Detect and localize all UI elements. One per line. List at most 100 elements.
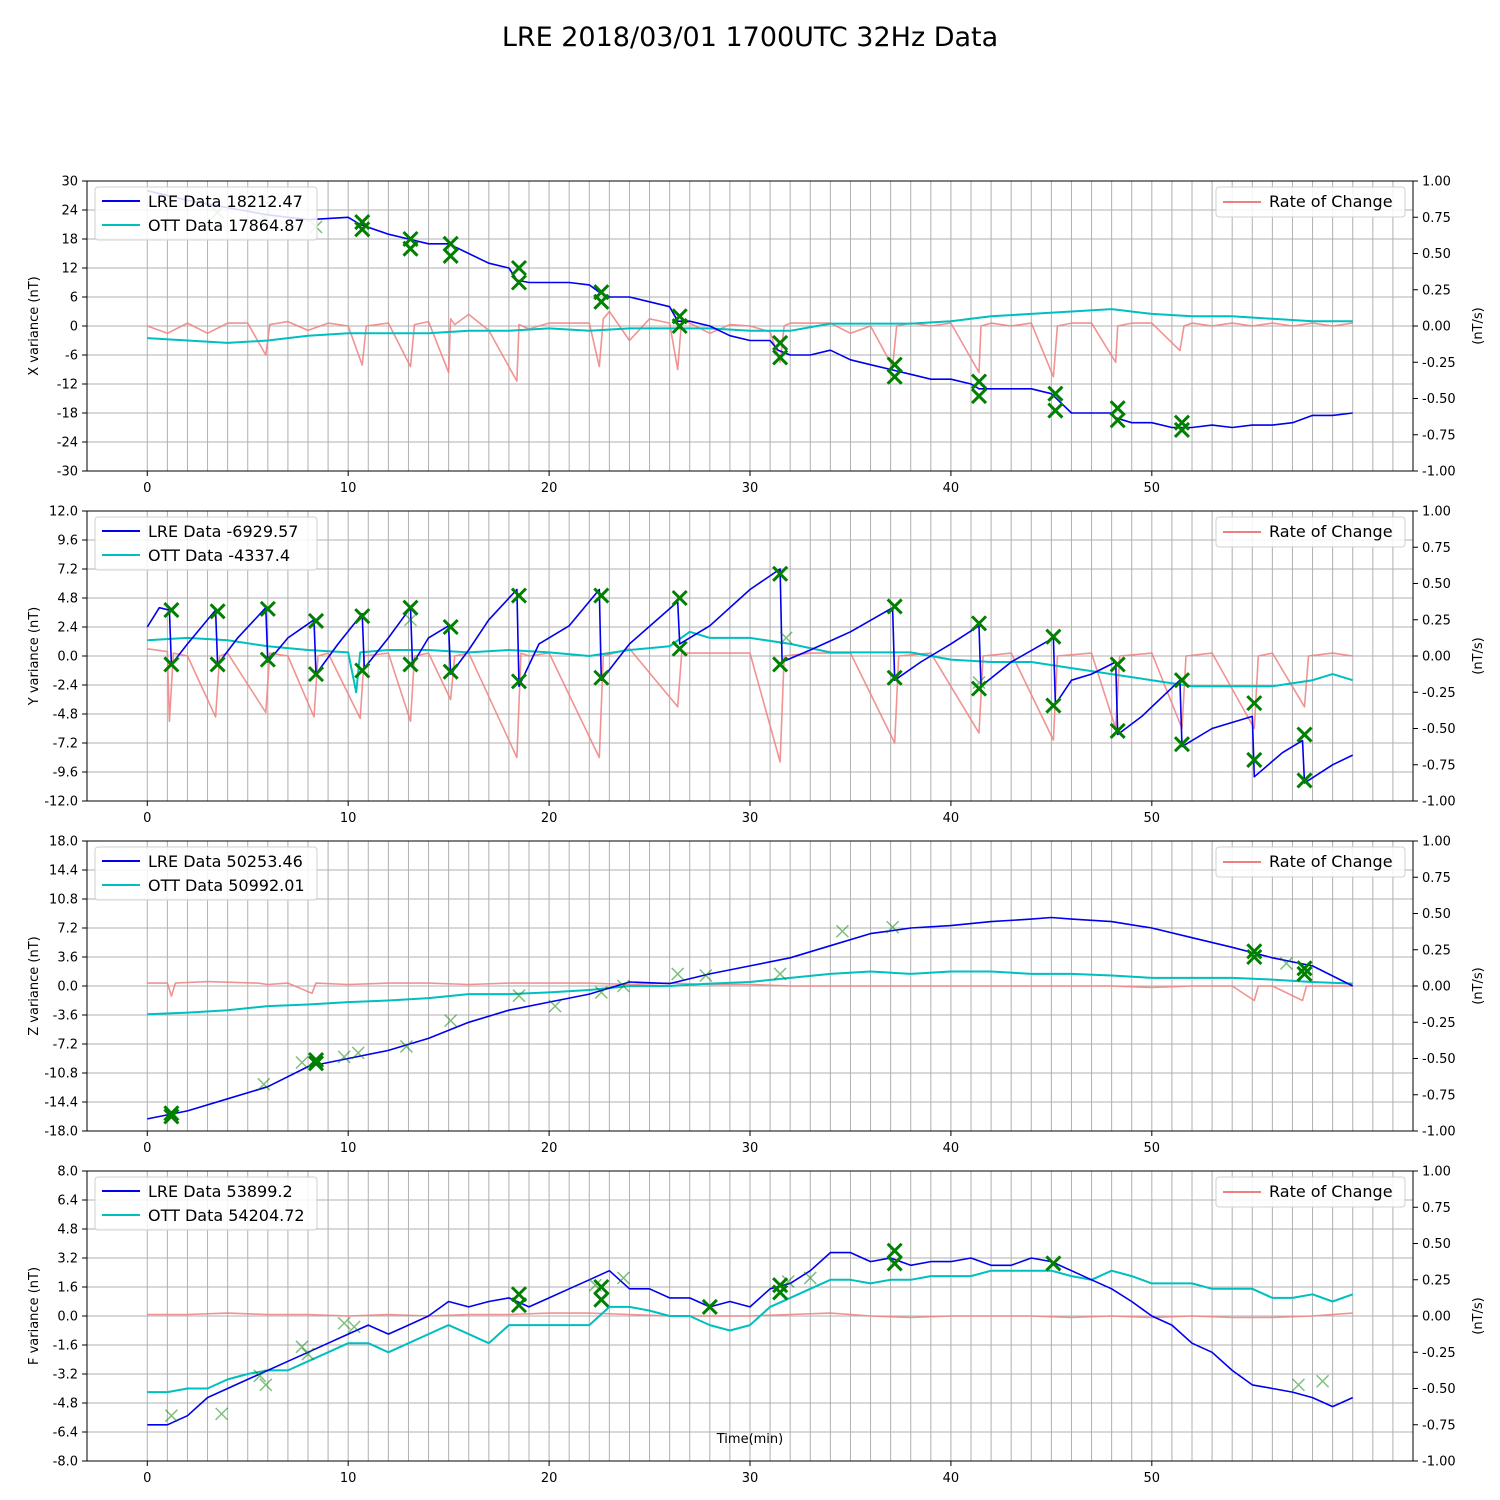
faint-event-marker xyxy=(295,1340,309,1354)
x-tick-label: 10 xyxy=(340,481,357,496)
marker-stroke xyxy=(1047,385,1064,402)
y2-tick-label: -0.75 xyxy=(1422,758,1456,773)
y-tick-label: -24 xyxy=(57,436,78,451)
event-marker xyxy=(442,247,459,264)
event-marker xyxy=(970,388,988,405)
faint-event-marker xyxy=(512,989,526,1003)
y2-tick-label: 0.00 xyxy=(1422,1310,1451,1325)
y-axis-label: Z variance (nT) xyxy=(27,936,42,1035)
faint-event-marker xyxy=(444,1014,458,1028)
event-marker xyxy=(442,235,459,252)
x-tick-label: 20 xyxy=(541,1471,558,1486)
marker-stroke xyxy=(593,587,610,604)
y2-axis-label: (nT/s) xyxy=(1471,307,1486,344)
marker-stroke xyxy=(671,967,685,981)
marker-stroke xyxy=(970,388,988,405)
faint-event-marker xyxy=(781,1275,795,1289)
x-tick-label: 50 xyxy=(1144,1471,1161,1486)
event-marker xyxy=(442,663,459,680)
x-axis-label: Time(min) xyxy=(716,1432,784,1447)
event-marker xyxy=(307,1052,325,1069)
marker-stroke xyxy=(970,680,988,697)
legend-right: Rate of Change xyxy=(1215,516,1406,548)
event-marker xyxy=(886,598,903,615)
y-tick-label: -6.4 xyxy=(53,1426,78,1441)
marker-stroke xyxy=(886,1255,903,1272)
marker-stroke xyxy=(1173,736,1191,753)
event-marker xyxy=(970,615,988,632)
marker-stroke xyxy=(163,656,180,673)
marker-stroke xyxy=(442,663,459,680)
faint-event-marker xyxy=(616,979,630,993)
marker-stroke xyxy=(1296,965,1313,982)
marker-stroke xyxy=(295,1055,309,1070)
y-tick-label: -4.8 xyxy=(53,708,78,723)
legend-rate-label: Rate of Change xyxy=(1269,852,1393,871)
marker-stroke xyxy=(442,618,459,636)
marker-stroke xyxy=(347,1320,361,1334)
faint-event-marker xyxy=(671,967,685,981)
y2-tick-label: -0.75 xyxy=(1422,428,1456,443)
panel-4: 8.0 6.4 4.8 3.2 1.6 0.0 -1.6 -3.2 -4.8 -6.4 -8.0 1.… xyxy=(27,1165,1486,1487)
legend-left: LRE Data -6929.57 OTT Data -4337.4 xyxy=(94,516,318,571)
y-tick-label: -3.2 xyxy=(53,1368,78,1383)
marker-stroke xyxy=(1246,695,1263,712)
lre-data-line xyxy=(147,1251,1354,1426)
y2-tick-label: 0.75 xyxy=(1422,871,1451,886)
y-tick-label: 7.2 xyxy=(57,922,78,937)
event-marker xyxy=(1109,656,1126,673)
marker-stroke xyxy=(163,1108,180,1125)
y-tick-label: 4.8 xyxy=(57,592,78,607)
marker-stroke xyxy=(1316,1374,1330,1388)
y-tick-label: 0.0 xyxy=(57,650,78,665)
y2-tick-label: -0.50 xyxy=(1422,722,1456,737)
event-marker xyxy=(442,618,459,636)
marker-stroke xyxy=(259,651,276,668)
faint-event-marker xyxy=(347,1320,361,1334)
marker-stroke xyxy=(593,293,610,310)
y-tick-label: -18 xyxy=(57,407,78,422)
x-tick-label: 30 xyxy=(742,811,759,826)
faint-event-marker xyxy=(835,924,849,938)
event-marker xyxy=(886,1242,903,1259)
event-marker xyxy=(307,1055,325,1072)
marker-stroke xyxy=(215,1407,229,1421)
x-tick-label: 0 xyxy=(143,1141,151,1156)
event-marker xyxy=(701,1298,718,1315)
legend-box xyxy=(94,846,318,901)
event-marker xyxy=(510,1297,528,1314)
y2-tick-label: -0.25 xyxy=(1422,1346,1456,1361)
event-marker xyxy=(1173,736,1191,753)
legend-box xyxy=(1215,1176,1406,1208)
ott-data-line xyxy=(147,630,1353,694)
panel-3: 18.0 14.4 10.8 7.2 3.6 0.0 -3.6 -7.2 -10.8 -14.4 -… xyxy=(27,835,1486,1157)
panel-2: 12.0 9.6 7.2 4.8 2.4 0.0 -2.4 -4.8 -7.2 -9.6 -12.0… xyxy=(27,505,1486,827)
marker-stroke xyxy=(781,1275,795,1289)
legend-rate-label: Rate of Change xyxy=(1269,1182,1393,1201)
plot-frame xyxy=(86,510,1414,802)
marker-stroke xyxy=(337,1316,351,1330)
y2-tick-label: 1.00 xyxy=(1422,505,1451,520)
event-marker xyxy=(593,1291,610,1308)
marker-stroke xyxy=(616,979,630,993)
rate-of-change-line xyxy=(147,647,1353,763)
event-marker xyxy=(886,356,903,373)
marker-stroke xyxy=(1246,943,1263,960)
event-marker xyxy=(593,587,610,604)
marker-stroke xyxy=(351,1046,365,1060)
y-axis-label: F variance (nT) xyxy=(27,1267,42,1365)
event-marker xyxy=(1246,948,1263,966)
marker-stroke xyxy=(512,989,526,1003)
x-tick-label: 40 xyxy=(943,811,960,826)
y-tick-label: 1.6 xyxy=(57,1281,78,1296)
faint-event-marker xyxy=(295,1055,309,1070)
event-marker xyxy=(1246,751,1263,768)
event-marker xyxy=(886,368,903,385)
faint-event-marker xyxy=(1316,1374,1330,1388)
marker-stroke xyxy=(588,1278,602,1292)
y-tick-label: 24 xyxy=(61,204,78,219)
marker-stroke xyxy=(442,247,459,264)
y2-tick-label: -1.00 xyxy=(1422,795,1456,810)
y2-tick-label: 0.00 xyxy=(1422,320,1451,335)
event-marker xyxy=(671,589,688,607)
